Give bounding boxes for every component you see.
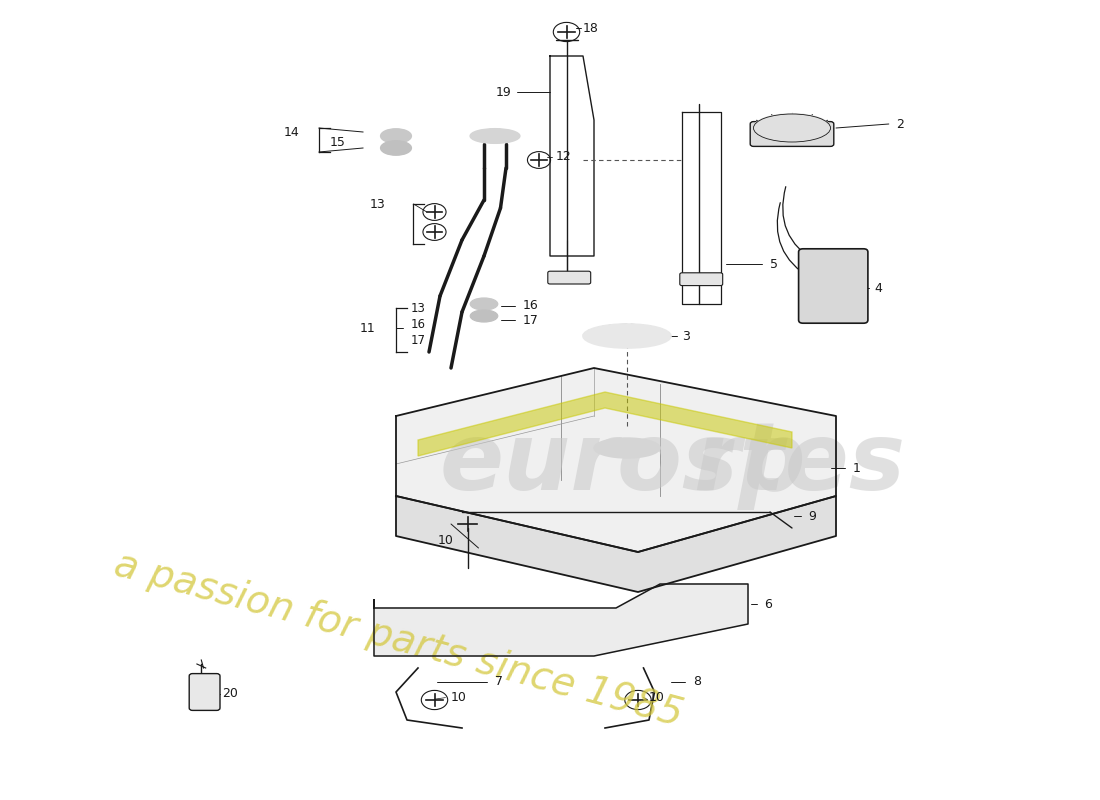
Text: 10: 10 bbox=[438, 534, 453, 546]
Ellipse shape bbox=[381, 141, 411, 155]
Text: eurosp: eurosp bbox=[440, 418, 806, 510]
Polygon shape bbox=[418, 392, 792, 456]
FancyBboxPatch shape bbox=[799, 249, 868, 323]
Text: 15: 15 bbox=[330, 136, 345, 149]
FancyBboxPatch shape bbox=[482, 620, 530, 638]
Text: 17: 17 bbox=[410, 334, 426, 347]
Polygon shape bbox=[396, 368, 836, 552]
Text: 1: 1 bbox=[852, 462, 860, 474]
Text: 12: 12 bbox=[556, 150, 571, 163]
Text: 16: 16 bbox=[522, 299, 538, 312]
FancyBboxPatch shape bbox=[548, 620, 596, 638]
Text: 9: 9 bbox=[808, 510, 816, 522]
Text: 7: 7 bbox=[495, 675, 503, 688]
FancyBboxPatch shape bbox=[189, 674, 220, 710]
Text: 20: 20 bbox=[222, 687, 238, 700]
Text: 4: 4 bbox=[874, 282, 882, 294]
Text: 13: 13 bbox=[370, 198, 385, 210]
Text: 10: 10 bbox=[649, 691, 664, 704]
Text: 18: 18 bbox=[583, 22, 598, 34]
Text: a passion for parts since 1985: a passion for parts since 1985 bbox=[110, 546, 688, 734]
Text: 5: 5 bbox=[770, 258, 778, 270]
Text: 14: 14 bbox=[284, 126, 299, 138]
FancyBboxPatch shape bbox=[548, 271, 591, 284]
Text: 16: 16 bbox=[410, 318, 426, 330]
Ellipse shape bbox=[471, 129, 519, 143]
Ellipse shape bbox=[381, 129, 411, 143]
Ellipse shape bbox=[471, 310, 497, 322]
Text: 2: 2 bbox=[896, 118, 904, 130]
Text: rtes: rtes bbox=[693, 418, 905, 510]
Ellipse shape bbox=[594, 438, 660, 458]
Ellipse shape bbox=[471, 298, 497, 310]
Text: 13: 13 bbox=[410, 302, 426, 314]
Polygon shape bbox=[396, 496, 836, 592]
Text: 19: 19 bbox=[496, 86, 512, 98]
Text: 17: 17 bbox=[522, 314, 538, 326]
FancyBboxPatch shape bbox=[680, 273, 723, 286]
Text: 8: 8 bbox=[693, 675, 701, 688]
Text: 10: 10 bbox=[451, 691, 466, 704]
Ellipse shape bbox=[583, 324, 671, 348]
Ellipse shape bbox=[754, 114, 830, 142]
Text: 3: 3 bbox=[682, 330, 690, 342]
FancyBboxPatch shape bbox=[750, 122, 834, 146]
Polygon shape bbox=[374, 584, 748, 656]
Text: 11: 11 bbox=[360, 322, 375, 334]
Text: 6: 6 bbox=[764, 598, 772, 610]
